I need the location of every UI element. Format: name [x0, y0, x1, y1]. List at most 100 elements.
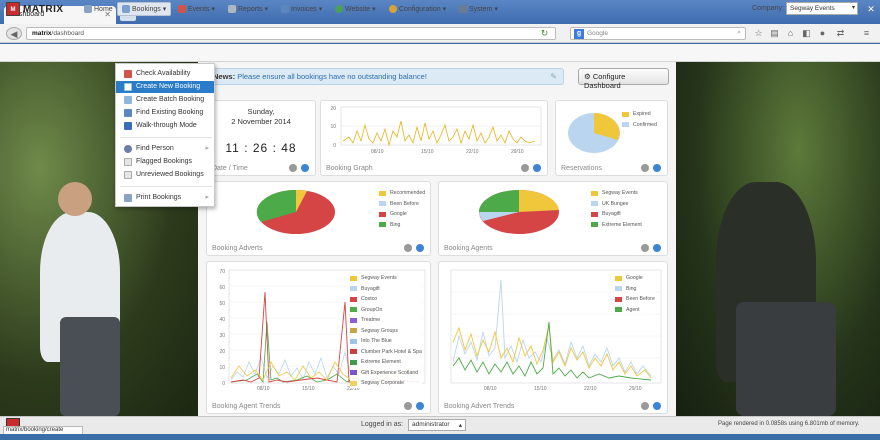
advert-trends-legend: Google Bing Been Before Agent: [615, 274, 655, 314]
menu-item-find-person[interactable]: Find Person ▸: [116, 143, 214, 155]
search-placeholder: Google: [587, 30, 608, 37]
bookings-icon: [122, 5, 130, 13]
url-path: /dashboard: [51, 30, 85, 37]
pocket-icon[interactable]: ◧: [802, 28, 811, 38]
user-select[interactable]: administrator ▴: [408, 419, 466, 431]
menu-item-create-new-booking[interactable]: Create New Booking: [116, 81, 214, 93]
search-icon[interactable]: ⌕: [737, 29, 741, 36]
booking-adverts-panel: Recommended Been Before Google Bing Book…: [206, 181, 431, 256]
legend-item: Expired: [622, 110, 657, 119]
download-icon[interactable]: ⇄: [836, 28, 845, 38]
legend-item: Recommended: [379, 189, 425, 198]
legend-label: UK Bungee: [602, 200, 629, 207]
configure-dashboard-button[interactable]: ⚙ Configure Dashboard: [578, 68, 669, 90]
window-frame-bottom: [0, 434, 880, 440]
hamburger-menu-icon[interactable]: ≡: [863, 28, 870, 38]
menu-website[interactable]: Website ▾: [331, 2, 380, 16]
close-tab-icon[interactable]: ✕: [104, 10, 111, 19]
bookings-dropdown-menu: Check Availability Create New Booking Cr…: [115, 63, 215, 207]
menu-invoices[interactable]: Invoices ▾: [277, 2, 326, 16]
gear-icon[interactable]: [641, 244, 649, 252]
legend-label: Agent: [626, 306, 640, 313]
menu-item-unreviewed-bookings[interactable]: Unreviewed Bookings: [116, 169, 214, 181]
person-head: [58, 182, 92, 216]
weekday: Sunday,: [247, 107, 275, 116]
menu-item-walk-through-mode[interactable]: Walk-through Mode: [116, 120, 214, 132]
y-tick: 0: [333, 143, 336, 149]
booking-agents-panel: Segway Events UK Bungee Buyagift Extreme…: [438, 181, 668, 256]
menu-system[interactable]: System ▾: [455, 2, 502, 16]
back-icon[interactable]: ◀: [6, 27, 22, 40]
logo-text: MATRIX: [23, 3, 64, 15]
legend-label: Clumber Park Hotel & Spa: [361, 348, 422, 355]
legend-label: Google: [626, 275, 643, 282]
home-icon: [84, 5, 92, 13]
invoices-icon: [281, 5, 289, 13]
gear-icon[interactable]: [404, 244, 412, 252]
google-icon: g: [574, 29, 584, 39]
home-icon[interactable]: ⌂: [787, 28, 794, 38]
y-tick: 50: [219, 301, 225, 307]
x-tick: 22/10: [347, 386, 360, 392]
settings-icon[interactable]: [301, 164, 309, 172]
legend-label: Segway Events: [361, 275, 397, 282]
search-input[interactable]: g Google ⌕: [570, 27, 746, 40]
menu-label: System: [469, 5, 493, 13]
window-close-icon[interactable]: ✕: [867, 4, 875, 14]
legend-label: Gift Experience Scotland: [361, 369, 419, 376]
legend-label: Been Before: [626, 296, 655, 303]
booking-adverts-legend: Recommended Been Before Google Bing: [379, 189, 425, 229]
gear-icon[interactable]: [521, 164, 529, 172]
url-bar[interactable]: matrix/dashboard: [26, 27, 556, 40]
legend-label: Bing: [390, 221, 401, 228]
menu-home[interactable]: Home: [80, 2, 117, 16]
legend-item: UK Bungee: [591, 200, 642, 209]
gear-icon[interactable]: [404, 402, 412, 410]
legend-item: Extreme Element: [350, 358, 422, 367]
y-tick: 10: [219, 365, 225, 371]
settings-icon[interactable]: [533, 164, 541, 172]
menu-item-flagged-bookings[interactable]: Flagged Bookings: [116, 156, 214, 168]
x-tick: 22/10: [584, 386, 597, 392]
batch-icon: [124, 96, 132, 104]
date-time-panel: Sunday, 2 November 2014 11 : 26 : 48 Dat…: [206, 100, 316, 176]
unreviewed-icon: [124, 171, 132, 179]
y-tick: 0: [222, 381, 225, 387]
menu-item-find-existing-booking[interactable]: Find Existing Booking: [116, 107, 214, 119]
gear-icon[interactable]: [289, 164, 297, 172]
legend-label: Costco: [361, 296, 378, 303]
bookmarks-icon[interactable]: ▤: [770, 28, 779, 38]
menu-item-print-bookings[interactable]: Print Bookings ▸: [116, 192, 214, 204]
menu-reports[interactable]: Reports ▾: [224, 2, 272, 16]
system-icon: [459, 5, 467, 13]
menu-item-check-availability[interactable]: Check Availability: [116, 68, 214, 80]
settings-icon[interactable]: [653, 244, 661, 252]
legend-label: Google: [390, 211, 407, 218]
settings-icon[interactable]: [416, 244, 424, 252]
addon-icon[interactable]: ●: [819, 28, 826, 38]
clock-minutes: 26: [252, 141, 269, 155]
menu-configuration[interactable]: Configuration ▾: [385, 2, 450, 16]
y-tick: 30: [219, 333, 225, 339]
gear-icon[interactable]: [641, 402, 649, 410]
bookmark-star-icon[interactable]: ☆: [754, 28, 763, 38]
segway: [60, 317, 120, 416]
menu-item-create-batch-booking[interactable]: Create Batch Booking: [116, 94, 214, 106]
caret-down-icon: ▾: [318, 6, 323, 13]
settings-icon[interactable]: [416, 402, 424, 410]
company-select[interactable]: Segway Events ▾: [786, 2, 858, 15]
legend-item: Been Before: [615, 295, 655, 304]
menu-bookings[interactable]: Bookings ▾: [117, 2, 172, 16]
reload-icon[interactable]: ↻: [540, 28, 549, 38]
matrix-logo[interactable]: M MATRIX: [6, 2, 64, 16]
legend-label: Treatme: [361, 317, 381, 324]
gear-icon[interactable]: [641, 164, 649, 172]
settings-icon[interactable]: [653, 164, 661, 172]
pin-icon[interactable]: ✎: [550, 72, 557, 81]
panel-title: Booking Agent Trends: [212, 403, 281, 410]
settings-icon[interactable]: [653, 402, 661, 410]
legend-item: Google: [615, 274, 655, 283]
legend-label: Into The Blue: [361, 338, 392, 345]
menu-label: Events: [188, 5, 210, 13]
menu-events[interactable]: Events ▾: [174, 2, 219, 16]
